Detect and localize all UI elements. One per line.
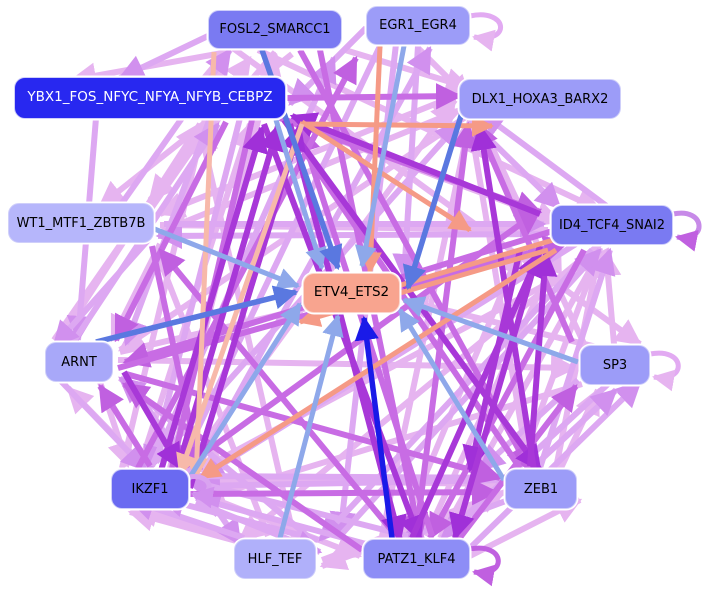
node-label: FOSL2_SMARCC1 xyxy=(219,22,331,37)
node-label: ARNT xyxy=(61,354,97,370)
graph-node-ikzf1[interactable]: IKZF1 xyxy=(111,469,189,509)
node-label: IKZF1 xyxy=(131,481,169,497)
graph-node-fosl2-smarcc1[interactable]: FOSL2_SMARCC1 xyxy=(208,10,342,49)
node-label: EGR1_EGR4 xyxy=(379,18,457,33)
graph-node-dlx1-hoxa3-barx2[interactable]: DLX1_HOXA3_BARX2 xyxy=(459,79,621,119)
graph-node-wt1-mtf1-zbtb7b[interactable]: WT1_MTF1_ZBTB7B xyxy=(8,203,154,243)
node-label: ID4_TCF4_SNAI2 xyxy=(558,217,666,233)
graph-node-arnt[interactable]: ARNT xyxy=(45,342,113,382)
node-label: ETV4_ETS2 xyxy=(313,284,390,301)
graph-node-id4-tcf4-snai2[interactable]: ID4_TCF4_SNAI2 xyxy=(551,205,673,245)
graph-node-ybx1-fos-nfyc-nfya-nfyb-cebpz[interactable]: YBX1_FOS_NFYC_NFYA_NFYB_CEBPZ xyxy=(14,77,286,119)
node-label: PATZ1_KLF4 xyxy=(377,551,456,567)
graph-node-hlf-tef[interactable]: HLF_TEF xyxy=(234,539,316,579)
graph-node-sp3[interactable]: SP3 xyxy=(580,345,650,385)
graph-node-etv4-ets2[interactable]: ETV4_ETS2 xyxy=(303,273,400,313)
node-label: WT1_MTF1_ZBTB7B xyxy=(16,215,146,231)
node-label: YBX1_FOS_NFYC_NFYA_NFYB_CEBPZ xyxy=(27,89,273,106)
node-label: DLX1_HOXA3_BARX2 xyxy=(471,91,609,107)
graph-node-zeb1[interactable]: ZEB1 xyxy=(505,469,577,509)
node-label: ZEB1 xyxy=(523,481,559,497)
graph-node-egr1-egr4[interactable]: EGR1_EGR4 xyxy=(366,6,470,45)
node-label: SP3 xyxy=(602,357,628,373)
node-label: HLF_TEF xyxy=(247,551,303,567)
graph-node-patz1-klf4[interactable]: PATZ1_KLF4 xyxy=(363,539,470,579)
